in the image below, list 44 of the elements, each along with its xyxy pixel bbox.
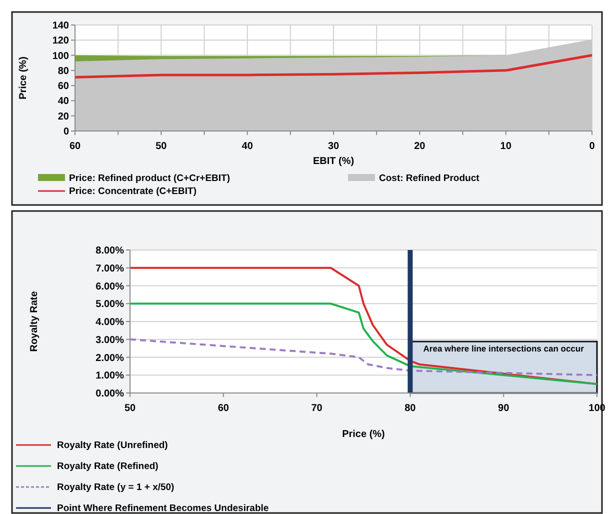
x-tick-label: 40 <box>242 141 254 152</box>
x-tick-label: 70 <box>311 403 323 414</box>
band-label: Area where line intersections can occur <box>423 344 585 354</box>
x-tick-label: 80 <box>404 403 416 414</box>
x-tick-label: 20 <box>414 141 426 152</box>
legend-label: Price: Concentrate (C+EBIT) <box>69 186 196 197</box>
line-series <box>129 338 598 376</box>
y-tick-label: 20 <box>58 111 70 122</box>
legend-label: Price: Refined product (C+Cr+EBIT) <box>69 173 230 184</box>
y-tick-label: 8.00% <box>96 246 124 256</box>
x-tick-label: 0 <box>589 141 596 152</box>
legend-label: Royalty Rate (y = 1 + x/50) <box>57 482 174 493</box>
legend-label: Cost: Refined Product <box>379 173 480 184</box>
x-axis-title: Price (%) <box>342 429 385 440</box>
legend-label: Royalty Rate (Refined) <box>57 461 158 472</box>
x-tick-label: 30 <box>328 141 340 152</box>
x-tick-label: 50 <box>156 141 168 152</box>
y-axis-title: Price (%) <box>18 56 29 100</box>
y-tick-label: 7.00% <box>96 263 124 274</box>
y-tick-label: 3.00% <box>96 334 124 346</box>
y-tick-label: 5.00% <box>96 299 124 310</box>
y-tick-label: 80 <box>58 66 70 77</box>
x-axis-title: EBIT (%) <box>312 156 354 167</box>
x-tick-label: 60 <box>218 403 230 414</box>
y-tick-label: 4.00% <box>96 317 124 328</box>
line-series <box>74 54 594 78</box>
x-tick-label: 60 <box>69 141 81 152</box>
legend-label: Royalty Rate (Unrefined) <box>57 440 168 451</box>
y-tick-label: 0.00% <box>96 388 124 400</box>
y-axis-title: Royalty Rate <box>29 290 40 352</box>
y-tick-label: 40 <box>58 96 70 108</box>
x-tick-label: 90 <box>498 403 510 414</box>
y-tick-label: 100 <box>52 50 70 62</box>
x-tick-label: 10 <box>500 141 512 152</box>
y-tick-label: 140 <box>52 20 70 32</box>
x-tick-label: 50 <box>124 403 136 414</box>
line-series <box>129 302 598 386</box>
y-tick-label: 0 <box>63 126 70 138</box>
legend-label: Point Where Refinement Becomes Undesirable <box>57 503 269 514</box>
y-tick-label: 60 <box>58 81 70 92</box>
y-tick-label: 6.00% <box>96 281 124 292</box>
y-tick-label: 2.00% <box>96 352 124 364</box>
y-tick-label: 120 <box>52 36 70 47</box>
y-tick-label: 1.00% <box>96 370 124 382</box>
